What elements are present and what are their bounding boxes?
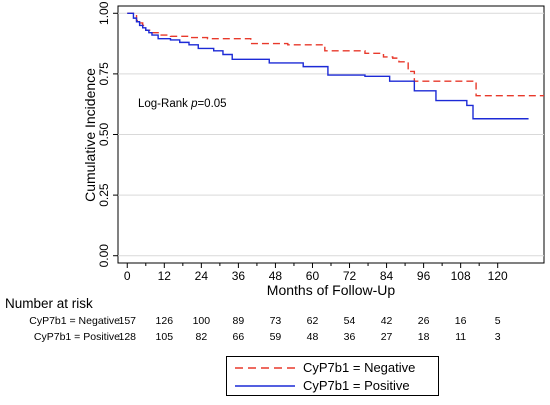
x-tick-label-1: 12: [158, 269, 172, 283]
series-line-positive: [127, 12, 529, 120]
risk-cell: 36: [343, 331, 356, 343]
risk-cell: 18: [417, 331, 430, 343]
risk-cell: 89: [232, 315, 245, 327]
x-tick-label-9: 108: [451, 269, 471, 283]
risk-cell: 54: [343, 315, 356, 327]
risk-cell: 59: [269, 331, 282, 343]
log-rank-annotation: Log-Rank p=0.05: [138, 98, 227, 110]
legend: CyP7b1 = Negative CyP7b1 = Positive: [226, 356, 439, 396]
series-line-negative: [127, 12, 544, 97]
legend-swatch-positive: [235, 385, 295, 387]
risk-cell: 128: [118, 331, 137, 343]
y-tick-label-3: 0.75: [97, 62, 111, 86]
x-tick-label-3: 36: [232, 269, 246, 283]
risk-cell: 73: [269, 315, 282, 327]
chart-plot: 0.00 0.25 0.50 0.75 1.00 0 12 24 36 48 60 72 84 96 108…: [82, 1, 545, 298]
risk-cell: 105: [155, 331, 174, 343]
risk-cell: 27: [380, 331, 393, 343]
risk-cell: 62: [306, 315, 319, 327]
risk-cell: 26: [417, 315, 430, 327]
y-tick-label-2: 0.50: [97, 122, 111, 146]
risk-cell: 42: [380, 315, 393, 327]
legend-label-negative: CyP7b1 = Negative: [303, 360, 416, 375]
risk-cell: 48: [306, 331, 319, 343]
x-tick-label-10: 120: [488, 269, 508, 283]
legend-label-positive: CyP7b1 = Positive: [303, 378, 410, 393]
x-tick-label-4: 48: [269, 269, 283, 283]
x-axis-label: Months of Follow-Up: [267, 282, 396, 298]
risk-cell: 100: [192, 315, 211, 327]
risk-cell: 66: [232, 331, 245, 343]
x-tick-label-2: 24: [195, 269, 209, 283]
risk-cell: 126: [155, 315, 174, 327]
y-tick-label-4: 1.00: [97, 1, 111, 25]
y-tick-label-0: 0.00: [97, 244, 111, 268]
risk-cell: 11: [455, 331, 467, 343]
risk-row-label-0: CyP7b1 = Negative: [29, 315, 120, 327]
risk-table-title: Number at risk: [5, 296, 93, 311]
x-tick-label-5: 60: [306, 269, 320, 283]
risk-row-label-1: CyP7b1 = Positive: [33, 331, 120, 343]
x-tick-label-6: 72: [343, 269, 357, 283]
legend-item-positive: CyP7b1 = Positive: [227, 377, 438, 395]
risk-cell: 157: [118, 315, 137, 327]
legend-swatch-negative: [235, 367, 295, 369]
x-tick-label-8: 96: [417, 269, 431, 283]
risk-cell: 5: [494, 315, 501, 327]
legend-item-negative: CyP7b1 = Negative: [227, 359, 438, 377]
risk-cell: 82: [195, 331, 208, 343]
x-tick-label-0: 0: [124, 269, 131, 283]
y-axis-label: Cumulative Incidence: [82, 68, 98, 202]
risk-cell: 3: [494, 331, 501, 343]
y-tick-label-1: 0.25: [97, 183, 111, 207]
risk-cell: 16: [454, 315, 467, 327]
x-tick-label-7: 84: [380, 269, 394, 283]
